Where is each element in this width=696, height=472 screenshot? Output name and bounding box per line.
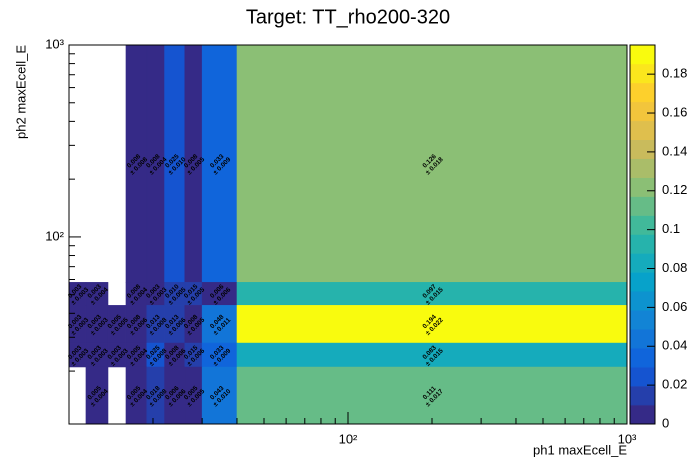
- z-tick-label: 0.16: [662, 104, 687, 119]
- palette-band: [629, 404, 656, 425]
- z-tick-label: 0.02: [662, 377, 687, 392]
- y-tick-label: 10²: [45, 228, 64, 243]
- z-tick-label: 0.06: [662, 299, 687, 314]
- palette-band: [629, 347, 656, 368]
- cell: [201, 44, 238, 283]
- z-tick-label: 0.14: [662, 143, 687, 158]
- palette-band: [629, 385, 656, 406]
- y-tick-label: 10³: [45, 36, 64, 51]
- x-axis-label: ph1 maxEcell_E: [533, 442, 627, 457]
- z-tick-label: 0.18: [662, 66, 687, 81]
- palette-band: [629, 44, 656, 65]
- palette-band: [629, 366, 656, 387]
- x-tick-label: 10³: [618, 431, 637, 446]
- palette-frame: [629, 44, 656, 425]
- x-tick-label: 10²: [339, 431, 358, 446]
- z-tick-label: 0.04: [662, 338, 687, 353]
- chart-title: Target: TT_rho200-320: [246, 6, 450, 28]
- palette-band: [629, 63, 656, 84]
- z-tick-label: 0.08: [662, 260, 687, 275]
- cell: [236, 305, 628, 344]
- palette-band: [629, 120, 656, 141]
- palette-band: [629, 272, 656, 292]
- y-axis-label: ph2 maxEcell_E: [13, 45, 28, 139]
- cell: [201, 305, 238, 344]
- palette-band: [629, 139, 656, 159]
- palette-band: [629, 310, 656, 330]
- palette-band: [629, 253, 656, 273]
- palette-band: [629, 82, 656, 103]
- palette-band: [629, 101, 656, 122]
- palette-band: [629, 234, 656, 254]
- cell: [236, 366, 628, 425]
- z-tick-label: 0.1: [662, 221, 680, 236]
- palette-band: [629, 215, 656, 235]
- palette-band: [629, 158, 656, 178]
- palette-band: [629, 177, 656, 197]
- z-tick-label: 0.12: [662, 182, 687, 197]
- palette-band: [629, 196, 656, 216]
- z-tick-label: 0: [662, 415, 669, 430]
- palette-band: [629, 329, 656, 349]
